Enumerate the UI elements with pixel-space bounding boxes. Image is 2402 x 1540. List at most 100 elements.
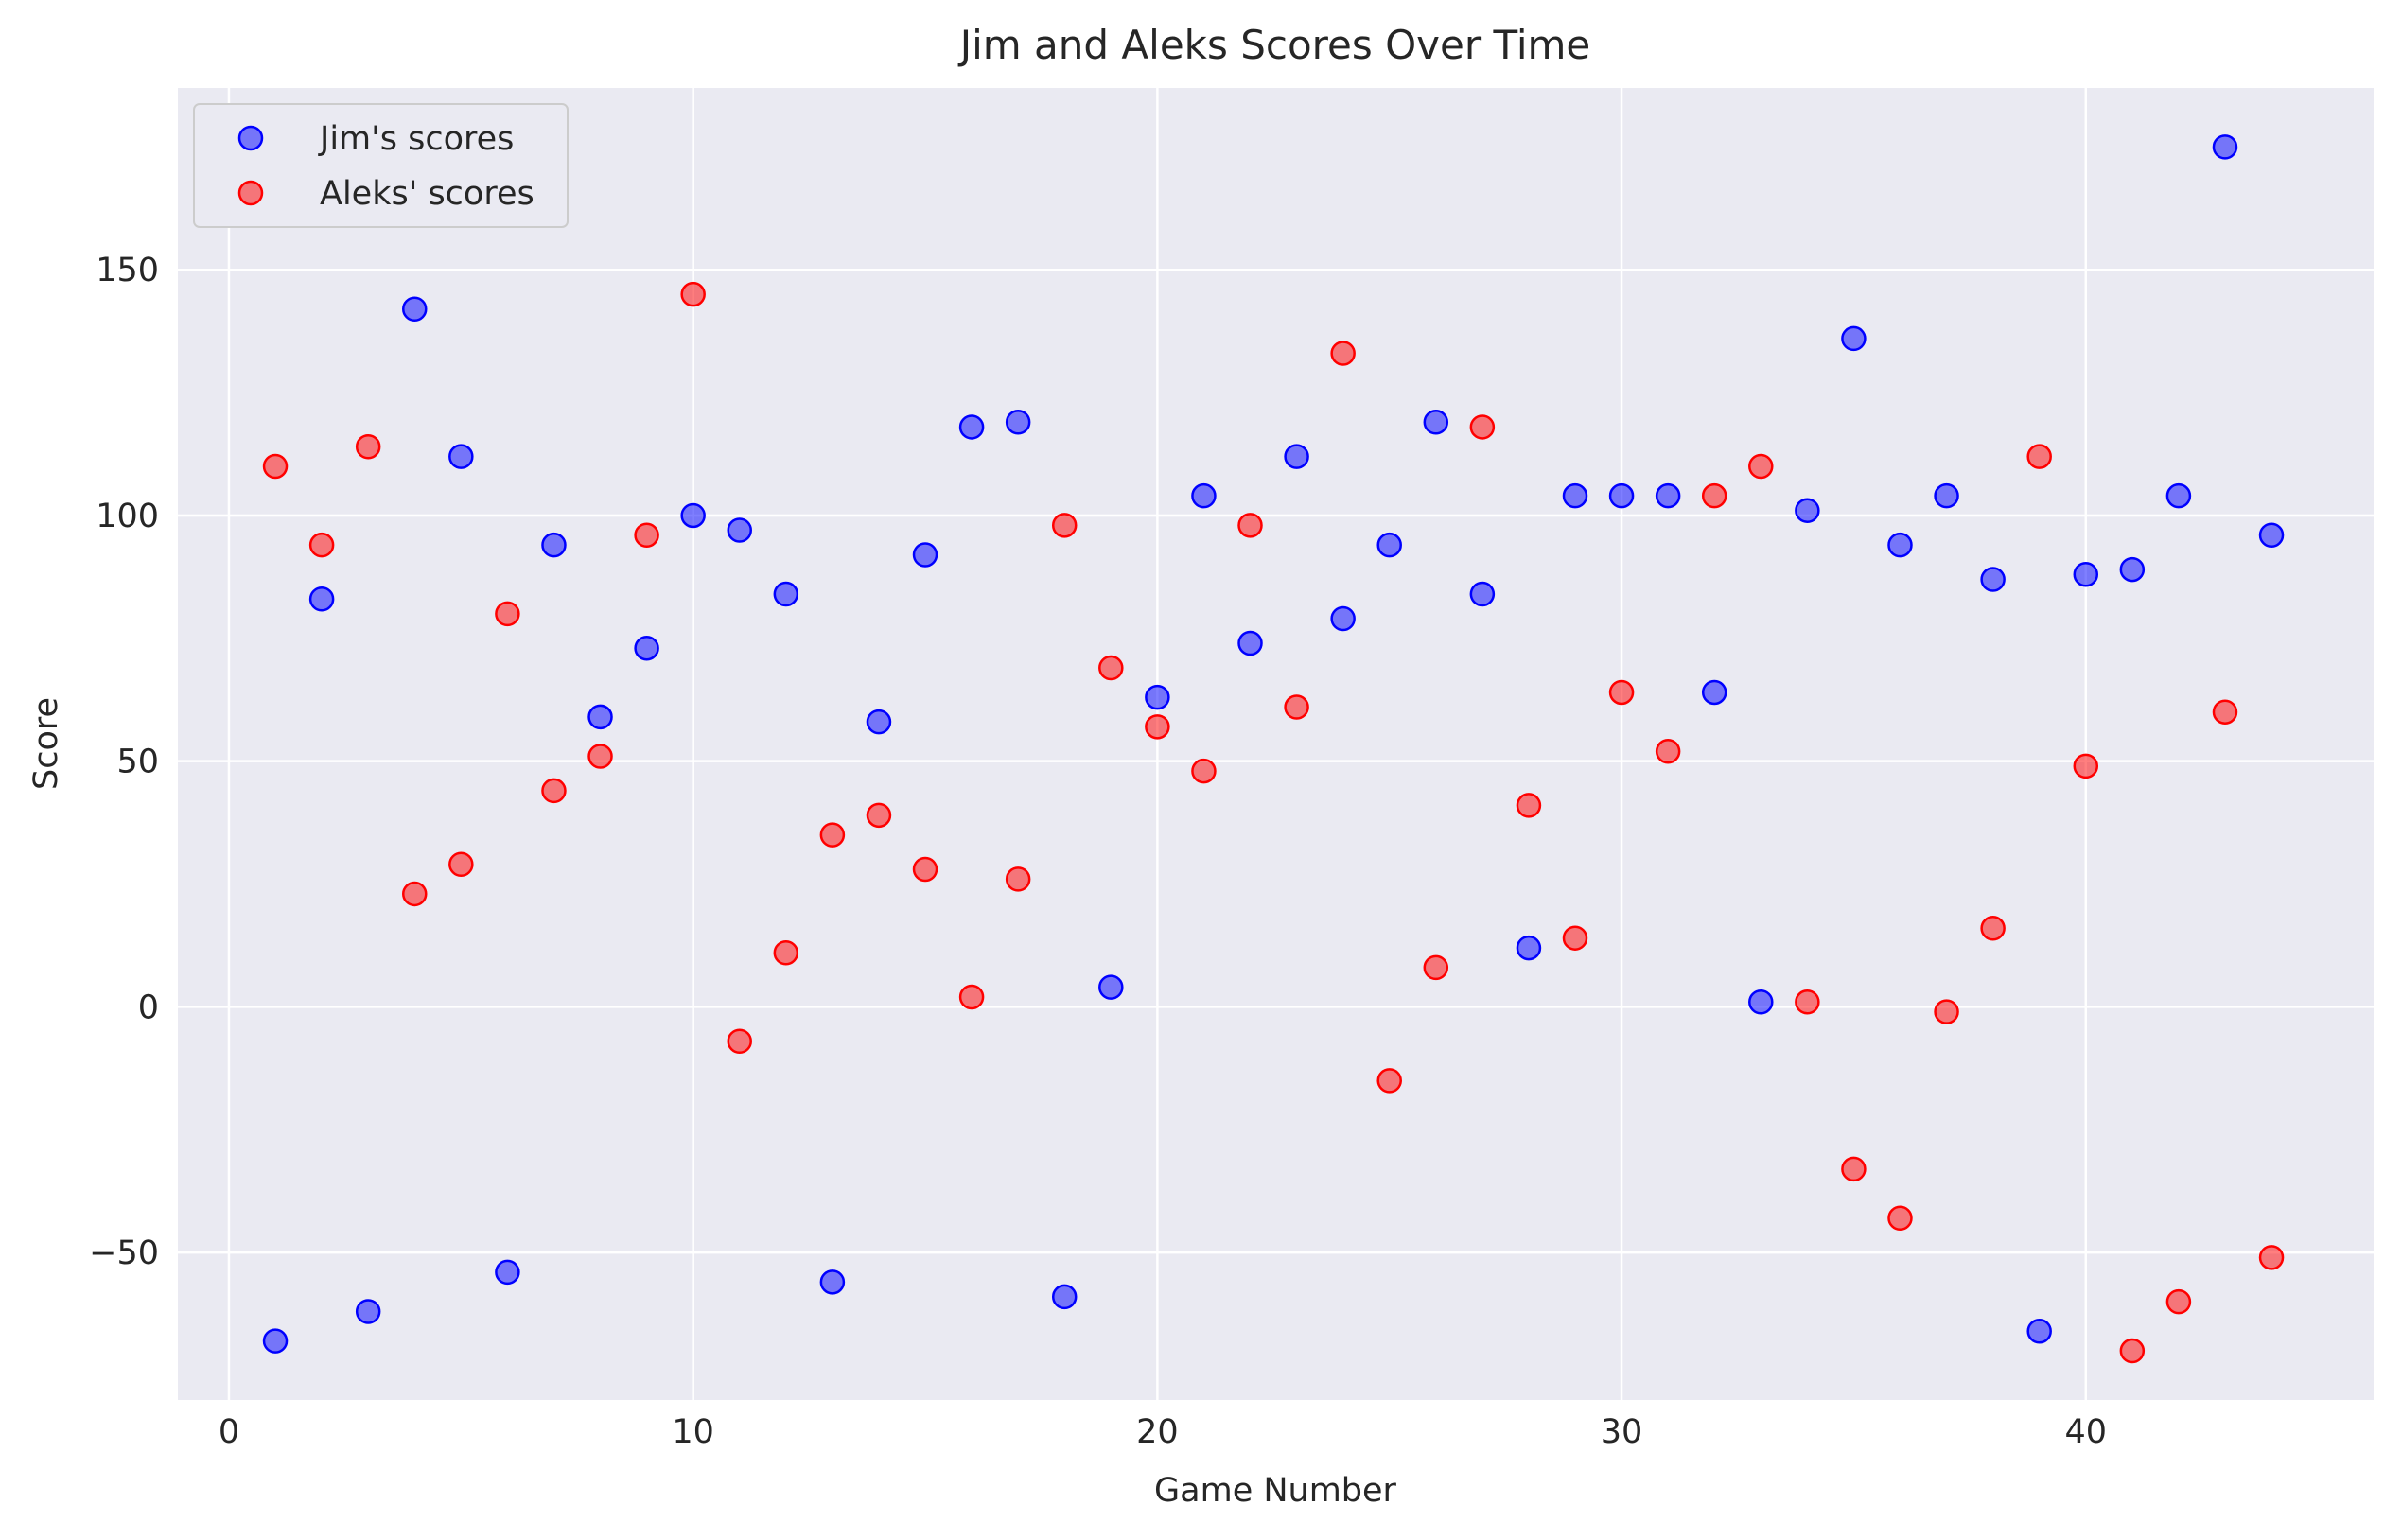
jim-score-point: [958, 414, 985, 440]
aleks-score-point: [1608, 679, 1635, 706]
jim-score-point: [1934, 482, 1959, 509]
jim-score-point: [1237, 630, 1263, 656]
aleks-score-point: [1191, 758, 1217, 784]
aleks-score-point: [587, 744, 613, 769]
aleks-score-point: [1516, 793, 1542, 818]
aleks-score-point: [2073, 753, 2099, 779]
aleks-score-point: [1655, 739, 1681, 764]
jim-score-point: [2119, 556, 2146, 583]
aleks-score-point: [1748, 453, 1774, 480]
legend-label-jim: Jim's scores: [318, 120, 514, 158]
jim-score-point: [1887, 532, 1913, 558]
jim-score-point: [1051, 1284, 1078, 1310]
aleks-score-point: [1284, 694, 1309, 720]
aleks-score-point: [866, 802, 892, 829]
tick-labels: 0 10 20 30 40 −50 0 50 100 150: [89, 252, 2107, 1451]
y-tick-label: 0: [138, 989, 159, 1026]
jim-score-point: [402, 296, 428, 323]
jim-score-point: [1098, 974, 1124, 1000]
jim-score-point: [773, 581, 799, 607]
x-tick-label: 40: [2064, 1413, 2107, 1451]
y-tick-label: 100: [96, 498, 159, 535]
jim-score-point: [1980, 567, 2006, 592]
jim-score-point: [1191, 482, 1217, 509]
aleks-score-point: [1237, 513, 1263, 538]
aleks-score-point: [1376, 1068, 1402, 1094]
jim-score-point: [1005, 409, 1031, 435]
grid-lines: [178, 88, 2374, 1400]
jim-score-point: [1795, 498, 1820, 523]
jim-score-point: [680, 502, 706, 529]
aleks-score-point: [495, 601, 520, 627]
aleks-score-point: [912, 856, 938, 883]
jim-score-point: [1516, 935, 1542, 961]
y-tick-label: −50: [89, 1234, 159, 1272]
aleks-score-point: [1980, 916, 2006, 941]
jim-score-point: [1748, 989, 1774, 1015]
aleks-score-point: [1934, 999, 1959, 1024]
jim-score-point: [1701, 679, 1727, 706]
series-aleks: [262, 281, 2285, 1364]
jim-score-point: [727, 517, 752, 543]
jim-score-point: [2258, 522, 2285, 548]
jim-score-point: [1608, 482, 1635, 509]
aleks-score-point: [1562, 925, 1588, 951]
y-tick-label: 50: [116, 744, 159, 781]
aleks-score-point: [448, 851, 474, 878]
series-jim: [262, 134, 2285, 1354]
aleks-score-point: [308, 532, 335, 558]
jim-score-point: [2026, 1319, 2052, 1344]
jim-score-point: [866, 709, 892, 735]
x-tick-label: 30: [1601, 1413, 1643, 1451]
x-tick-label: 0: [219, 1413, 239, 1451]
jim-score-point: [1145, 684, 1170, 710]
jim-score-point: [262, 1328, 289, 1354]
plot-area: [178, 88, 2374, 1400]
chart-title: Jim and Aleks Scores Over Time: [957, 22, 1591, 68]
aleks-score-point: [262, 453, 289, 480]
aleks-score-point: [2119, 1338, 2146, 1364]
aleks-score-point: [1701, 482, 1727, 509]
aleks-score-point: [541, 778, 567, 804]
aleks-score-point: [1145, 714, 1170, 740]
jim-score-point: [1376, 532, 1402, 558]
jim-score-point: [2165, 482, 2192, 509]
aleks-score-point: [1887, 1205, 1913, 1232]
jim-score-point: [587, 704, 613, 730]
aleks-score-point: [1098, 655, 1124, 681]
aleks-score-point: [958, 984, 985, 1010]
aleks-score-point: [2258, 1245, 2285, 1270]
aleks-score-point: [355, 433, 381, 460]
aleks-score-point: [1330, 341, 1356, 366]
aleks-score-point: [819, 822, 846, 848]
y-tick-label: 150: [96, 252, 159, 289]
jim-score-point: [1423, 409, 1449, 435]
aleks-score-point: [1469, 414, 1496, 440]
aleks-score-point: [1051, 513, 1078, 538]
legend-label-aleks: Aleks' scores: [320, 175, 535, 213]
jim-score-point: [2073, 562, 2099, 587]
data-points: [262, 134, 2285, 1364]
jim-score-point: [1284, 444, 1309, 469]
legend-box: [193, 103, 569, 228]
jim-score-point: [308, 586, 335, 612]
aleks-score-point: [2026, 444, 2052, 469]
jim-score-point: [912, 542, 938, 568]
aleks-score-point: [680, 281, 706, 307]
aleks-score-point: [2165, 1288, 2192, 1315]
jim-score-point: [495, 1259, 520, 1286]
jim-score-point: [819, 1269, 846, 1295]
jim-score-point: [1330, 605, 1356, 632]
legend: Jim's scores Aleks' scores: [193, 103, 569, 228]
jim-score-point: [2212, 134, 2238, 160]
aleks-score-point: [1005, 866, 1031, 892]
aleks-score-point: [634, 522, 659, 548]
aleks-score-point: [1423, 954, 1449, 981]
jim-score-point: [1841, 325, 1867, 352]
aleks-score-point: [2212, 699, 2238, 725]
legend-marker-aleks: [237, 180, 264, 206]
x-tick-label: 10: [672, 1413, 714, 1451]
aleks-score-point: [727, 1028, 752, 1055]
jim-score-point: [355, 1299, 381, 1324]
